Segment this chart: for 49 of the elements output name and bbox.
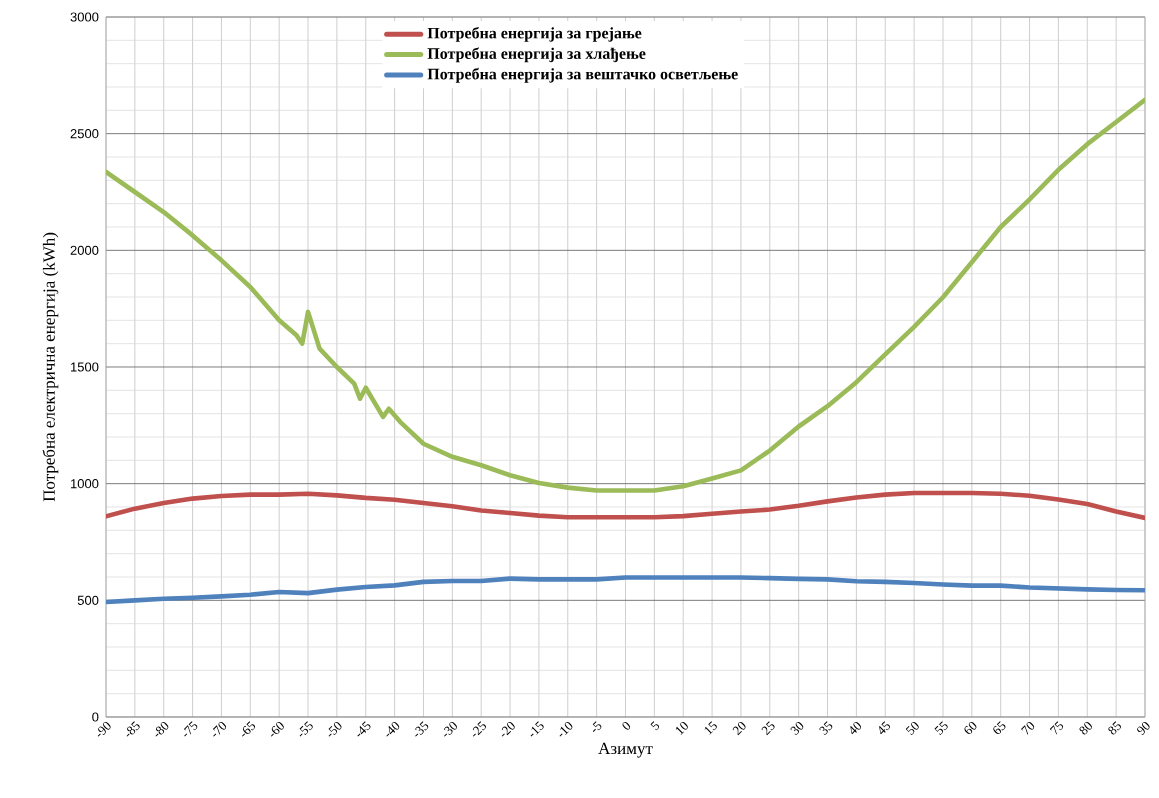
- x-tick-label: 15: [704, 721, 717, 735]
- legend-label: Потребна енергија за хлађење: [427, 47, 646, 63]
- x-tick-label: -60: [270, 721, 284, 737]
- x-tick-label: 35: [819, 721, 833, 736]
- y-tick-label: 2000: [70, 245, 99, 255]
- x-tick-label: -5: [592, 721, 602, 732]
- y-tick-label: 0: [92, 712, 99, 722]
- x-tick-label: -55: [299, 721, 313, 737]
- x-tick-label: -25: [472, 721, 486, 737]
- x-tick-label: 55: [934, 721, 948, 735]
- x-tick-label: 10: [675, 721, 688, 735]
- x-tick-label: 50: [905, 721, 919, 736]
- x-tick-label: -15: [530, 721, 544, 737]
- y-axis-title: Потребна електрична енергија (kWh): [42, 232, 59, 502]
- x-tick-label: 75: [1049, 721, 1064, 735]
- legend-label: Потребна енергија за вештачко осветљење: [427, 67, 738, 83]
- x-tick-label: -40: [386, 721, 400, 737]
- x-tick-label: -70: [212, 721, 227, 737]
- x-tick-label: -80: [155, 721, 169, 737]
- x-tick-label: -20: [501, 721, 515, 737]
- x-tick-label: -30: [444, 721, 457, 737]
- x-tick-label: 65: [993, 721, 1006, 735]
- x-tick-label: 40: [850, 721, 862, 735]
- x-tick-label: 0: [622, 721, 631, 730]
- x-tick-label: 70: [1021, 721, 1035, 735]
- x-tick-label: -35: [415, 721, 429, 737]
- x-tick-label: -85: [126, 721, 140, 737]
- x-tick-label: 20: [732, 721, 746, 736]
- x-tick-label: 90: [1137, 721, 1150, 736]
- x-tick-label: 45: [879, 721, 890, 735]
- x-tick-label: -65: [241, 721, 256, 737]
- x-tick-label: -90: [97, 721, 111, 737]
- x-tick-label: 30: [790, 721, 804, 736]
- y-tick-label: 1500: [71, 362, 99, 372]
- x-tick-label: -10: [559, 721, 573, 737]
- x-tick-label: 60: [964, 721, 977, 735]
- y-tick-label: 500: [77, 595, 99, 605]
- x-tick-label: 5: [650, 721, 660, 731]
- x-tick-label: -45: [357, 721, 371, 737]
- x-tick-label: 85: [1108, 721, 1121, 735]
- y-tick-label: 3000: [70, 12, 99, 22]
- y-tick-label: 1000: [71, 479, 99, 489]
- x-tick-label: -75: [183, 721, 198, 737]
- y-tick-label: 2500: [70, 129, 99, 139]
- x-tick-label: 80: [1079, 721, 1092, 735]
- x-tick-label: 25: [761, 721, 775, 736]
- legend-label: Потребна енергија за грејање: [427, 26, 642, 42]
- x-axis-title: Азимут: [598, 742, 653, 758]
- x-tick-label: -50: [328, 721, 342, 737]
